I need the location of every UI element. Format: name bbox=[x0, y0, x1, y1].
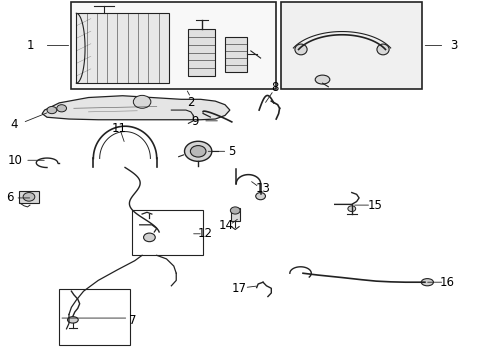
Ellipse shape bbox=[420, 279, 432, 286]
Ellipse shape bbox=[376, 44, 388, 55]
Text: 9: 9 bbox=[191, 116, 198, 129]
Circle shape bbox=[57, 105, 66, 112]
Bar bbox=[76, 13, 168, 83]
Text: 4: 4 bbox=[11, 118, 18, 131]
Text: 5: 5 bbox=[228, 145, 236, 158]
Ellipse shape bbox=[315, 75, 329, 84]
Circle shape bbox=[133, 95, 151, 108]
Text: 2: 2 bbox=[187, 96, 194, 109]
Text: 7: 7 bbox=[128, 314, 136, 327]
Text: 3: 3 bbox=[449, 39, 457, 52]
Text: 6: 6 bbox=[6, 192, 13, 204]
Circle shape bbox=[347, 206, 355, 212]
Text: 8: 8 bbox=[270, 81, 278, 94]
Circle shape bbox=[230, 207, 240, 214]
Bar bbox=[132, 211, 203, 255]
Text: 11: 11 bbox=[111, 122, 126, 135]
Text: 17: 17 bbox=[232, 282, 246, 295]
Text: 12: 12 bbox=[198, 227, 213, 240]
Bar bbox=[281, 3, 422, 89]
Text: 16: 16 bbox=[439, 276, 454, 289]
Circle shape bbox=[143, 233, 155, 242]
Circle shape bbox=[23, 193, 35, 201]
Text: 10: 10 bbox=[8, 154, 23, 167]
Ellipse shape bbox=[294, 44, 306, 55]
Bar bbox=[224, 37, 246, 72]
Text: 15: 15 bbox=[367, 199, 382, 212]
Text: 1: 1 bbox=[26, 39, 34, 52]
Bar bbox=[230, 208, 239, 221]
Ellipse shape bbox=[67, 317, 78, 323]
Polygon shape bbox=[42, 96, 229, 120]
Bar bbox=[59, 289, 130, 345]
Circle shape bbox=[190, 145, 205, 157]
Text: 13: 13 bbox=[255, 183, 270, 195]
Bar bbox=[19, 191, 39, 203]
Circle shape bbox=[184, 141, 211, 161]
Bar bbox=[71, 3, 276, 89]
Bar bbox=[188, 30, 215, 76]
Circle shape bbox=[255, 193, 265, 200]
Circle shape bbox=[47, 107, 57, 114]
Text: 14: 14 bbox=[218, 219, 233, 233]
